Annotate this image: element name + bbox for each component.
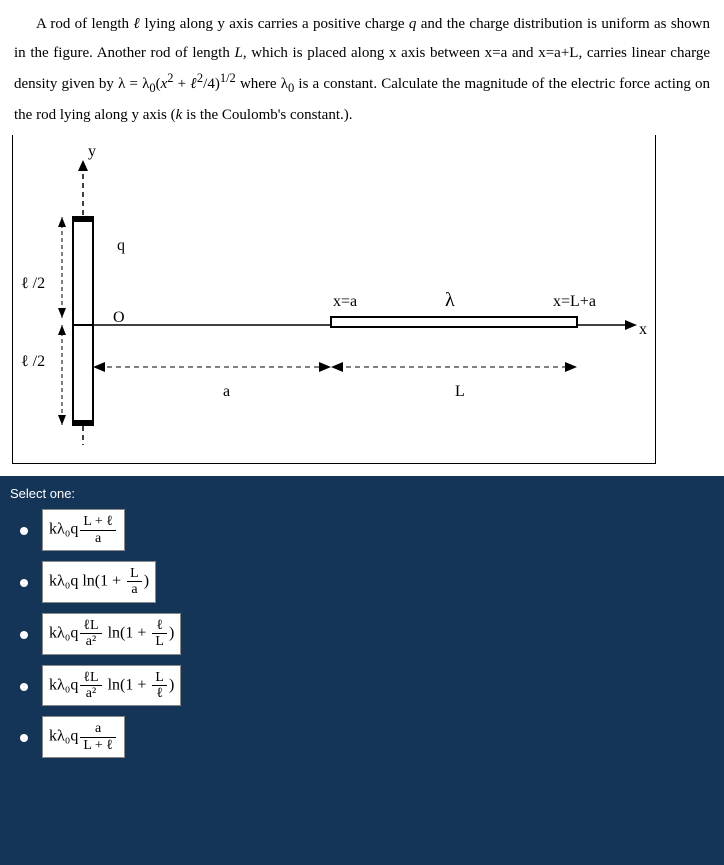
radio-dot[interactable]: [20, 734, 28, 742]
label-l2-bot: ℓ /2: [21, 353, 45, 371]
label-q: q: [117, 237, 125, 255]
problem-statement: A rod of length ℓ lying along y axis car…: [0, 0, 724, 135]
option-4[interactable]: kλ₀qℓLa² ln(1 + Lℓ): [20, 665, 714, 707]
label-origin: O: [113, 309, 125, 327]
options-list: kλ₀qL + ℓa kλ₀q ln(1 + La) kλ₀qℓLa² ln(1 +…: [10, 509, 714, 758]
label-xa: x=a: [333, 293, 357, 311]
radio-dot[interactable]: [20, 579, 28, 587]
label-a: a: [223, 383, 230, 401]
radio-dot[interactable]: [20, 683, 28, 691]
problem-text: A rod of length ℓ lying along y axis car…: [14, 16, 710, 123]
label-l2-top: ℓ /2: [21, 275, 45, 293]
label-L: L: [455, 383, 465, 401]
radio-dot[interactable]: [20, 631, 28, 639]
option-box: kλ₀q ln(1 + La): [42, 561, 156, 603]
option-box: kλ₀qℓLa² ln(1 + ℓL): [42, 613, 181, 655]
label-xLa: x=L+a: [553, 293, 596, 311]
option-box: kλ₀qℓLa² ln(1 + Lℓ): [42, 665, 181, 707]
physics-figure: y q ℓ /2 ℓ /2 O x=a λ x=L+a x a L: [12, 135, 656, 464]
option-5[interactable]: kλ₀qaL + ℓ: [20, 716, 714, 758]
label-y: y: [88, 143, 96, 161]
answer-section: Select one: kλ₀qL + ℓakλ₀q ln(1 + La)kλ₀…: [0, 476, 724, 788]
select-label: Select one:: [10, 486, 75, 501]
option-1[interactable]: kλ₀qL + ℓa: [20, 509, 714, 551]
option-3[interactable]: kλ₀qℓLa² ln(1 + ℓL): [20, 613, 714, 655]
option-box: kλ₀qL + ℓa: [42, 509, 125, 551]
radio-dot[interactable]: [20, 527, 28, 535]
option-2[interactable]: kλ₀q ln(1 + La): [20, 561, 714, 603]
figure-container: y q ℓ /2 ℓ /2 O x=a λ x=L+a x a L: [0, 135, 724, 476]
label-lambda: λ: [445, 289, 455, 312]
option-box: kλ₀qaL + ℓ: [42, 716, 125, 758]
label-x: x: [639, 321, 647, 339]
